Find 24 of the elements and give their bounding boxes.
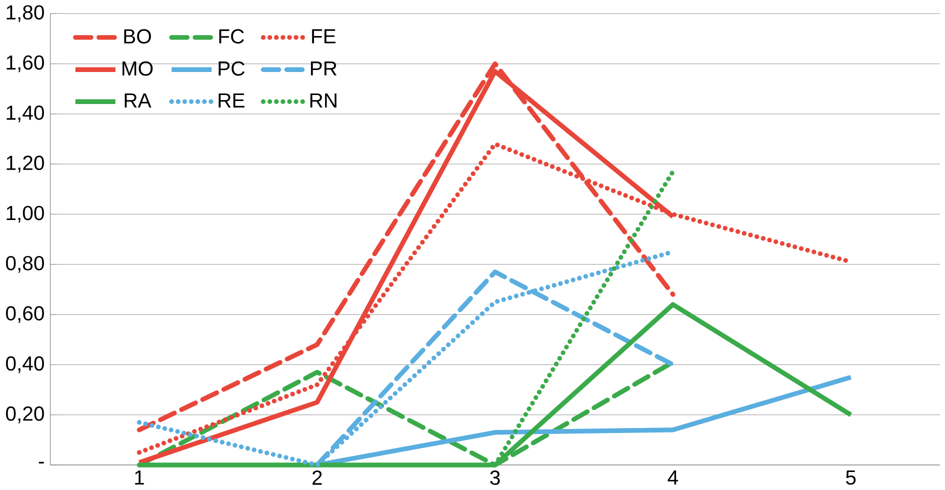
x-tick-label: 4 [668,470,678,484]
legend-label: PC [218,61,244,76]
y-tick-label: 1,60 [6,55,44,72]
y-tick-label: 0,60 [6,306,44,323]
x-tick-label: 1 [135,470,144,484]
legend-label: RA [124,93,152,108]
legend-label: FC [219,29,244,44]
y-tick-label: 0,40 [6,356,44,374]
legend-label: BO [124,29,151,44]
legend-label: MO [122,61,153,76]
legend-label: PR [310,61,337,76]
legend-label: FE [312,29,336,44]
x-tick-label: 3 [490,470,500,485]
y-tick-label: 1,00 [6,206,44,223]
y-tick-label: 1,80 [6,5,44,22]
x-tick-label: 2 [312,470,322,485]
y-tick-label: 0,20 [6,406,44,424]
legend-label: RN [310,93,336,108]
x-tick-label: 5 [846,470,856,485]
y-tick-label: 0,80 [6,256,44,273]
y-tick-label: - [38,462,44,464]
y-tick-label: 1,40 [6,105,44,122]
legend-label: RE [218,93,244,108]
y-tick-label: 1,20 [6,156,44,172]
